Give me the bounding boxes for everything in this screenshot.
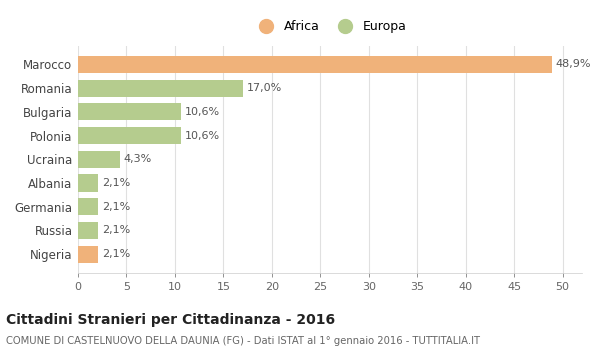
Text: 2,1%: 2,1% [102, 178, 130, 188]
Text: 10,6%: 10,6% [185, 107, 220, 117]
Text: Cittadini Stranieri per Cittadinanza - 2016: Cittadini Stranieri per Cittadinanza - 2… [6, 313, 335, 327]
Bar [78, 79, 243, 97]
Legend: Africa, Europa: Africa, Europa [249, 15, 411, 38]
Bar [78, 246, 98, 262]
Text: 10,6%: 10,6% [185, 131, 220, 141]
Text: 4,3%: 4,3% [124, 154, 152, 164]
Text: 2,1%: 2,1% [102, 202, 130, 212]
Text: 2,1%: 2,1% [102, 225, 130, 236]
Bar [78, 198, 98, 215]
Text: 2,1%: 2,1% [102, 249, 130, 259]
Bar [78, 174, 98, 191]
Text: 48,9%: 48,9% [556, 60, 592, 69]
Text: 17,0%: 17,0% [247, 83, 282, 93]
Bar [78, 103, 181, 120]
Bar [78, 222, 98, 239]
Bar [78, 56, 552, 73]
Bar [78, 127, 181, 144]
Text: COMUNE DI CASTELNUOVO DELLA DAUNIA (FG) - Dati ISTAT al 1° gennaio 2016 - TUTTIT: COMUNE DI CASTELNUOVO DELLA DAUNIA (FG) … [6, 336, 480, 346]
Bar [78, 151, 119, 168]
